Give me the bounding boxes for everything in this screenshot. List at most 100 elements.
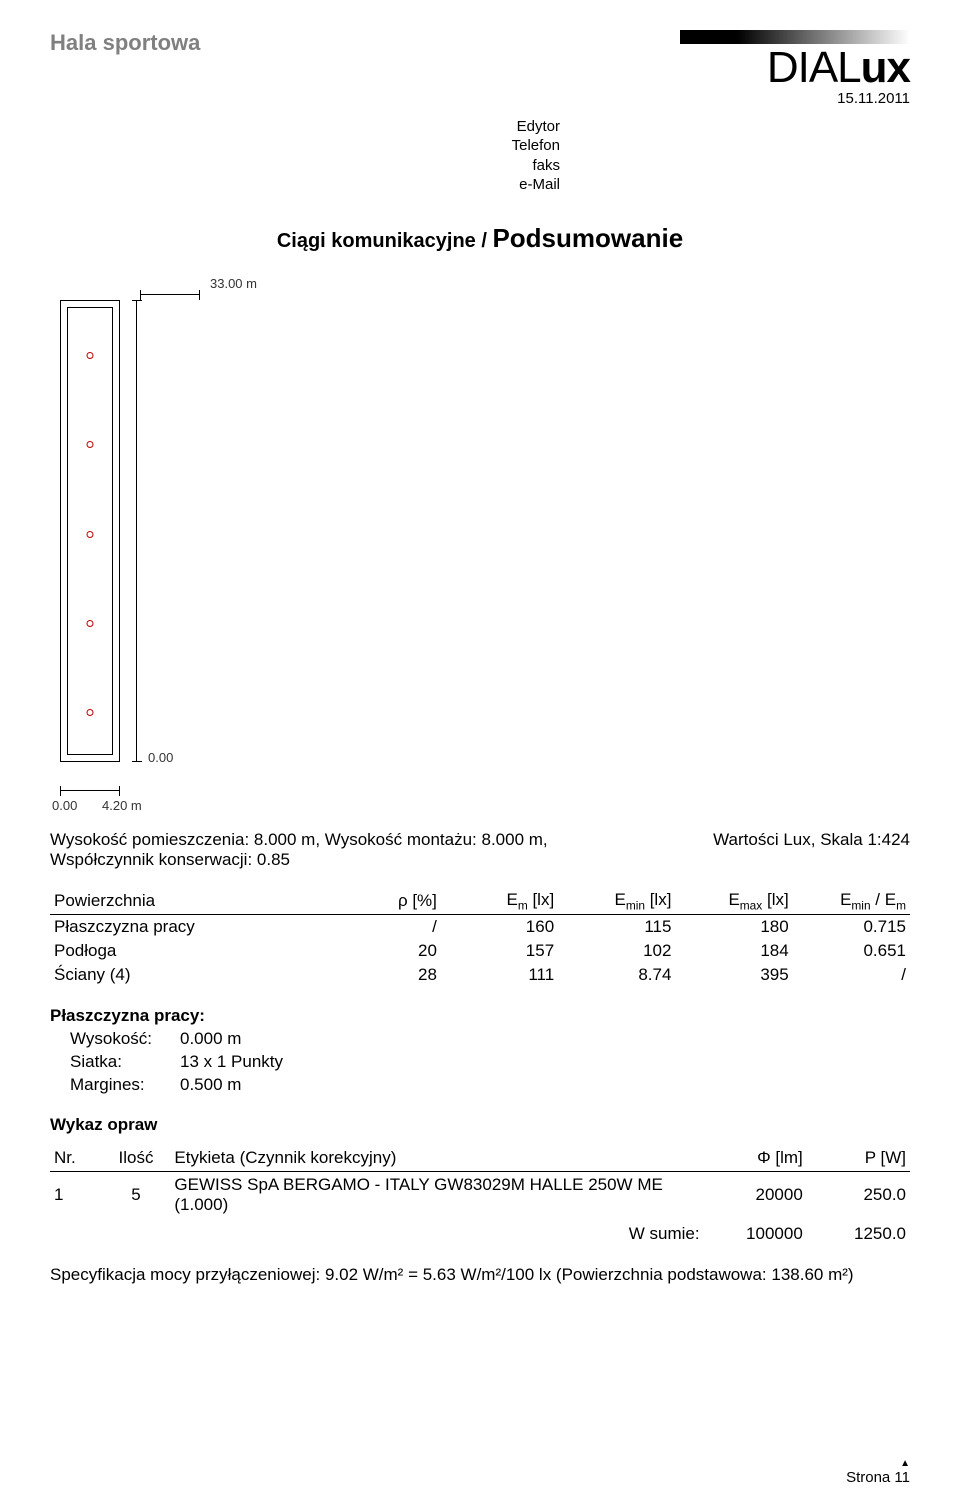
height-label: Wysokość pomieszczenia: bbox=[50, 830, 254, 849]
dim-bottom-line bbox=[60, 790, 120, 791]
height-value: 8.000 m, bbox=[254, 830, 325, 849]
triangle-icon: ▲ bbox=[846, 1458, 910, 1469]
th-nr: Nr. bbox=[50, 1145, 102, 1172]
page-number: Strona 11 bbox=[846, 1469, 910, 1486]
sum-power: 1250.0 bbox=[807, 1218, 910, 1247]
luminaire-table: Nr. Ilość Etykieta (Czynnik korekcyjny) … bbox=[50, 1145, 910, 1247]
project-title: Hala sportowa bbox=[50, 30, 200, 56]
cell-rho: / bbox=[324, 914, 441, 939]
header-right: DIALux 15.11.2011 bbox=[680, 30, 910, 107]
dim-bottom-left-label: 0.00 bbox=[52, 798, 77, 813]
cell-name: Płaszczyzna pracy bbox=[50, 914, 324, 939]
workplane-row: Siatka:13 x 1 Punkty bbox=[50, 1051, 910, 1074]
dim-bottom-right-label: 4.20 m bbox=[102, 798, 142, 813]
logo: DIALux bbox=[767, 48, 910, 88]
lum-sum-row: W sumie:1000001250.0 bbox=[50, 1218, 910, 1247]
workplane-value: 13 x 1 Punkty bbox=[180, 1051, 283, 1074]
logo-bold: ux bbox=[861, 43, 910, 92]
section-title-part1: Ciągi komunikacyjne / bbox=[277, 230, 493, 252]
table-row: Ściany (4)281118.74395/ bbox=[50, 963, 910, 987]
meta-email: e-Mail bbox=[500, 175, 560, 195]
maint-label: Współczynnik konserwacji: bbox=[50, 850, 257, 869]
gradient-bar bbox=[680, 30, 910, 44]
diagram: 33.00 m 33.00 m 0.00 0.00 4.20 m bbox=[60, 282, 910, 822]
luminaire-icon bbox=[87, 441, 94, 448]
workplane-block: Płaszczyzna pracy: Wysokość:0.000 mSiatk… bbox=[50, 1005, 910, 1097]
cell-emax: 184 bbox=[675, 939, 792, 963]
dim-top-label: 33.00 m bbox=[210, 276, 257, 291]
date: 15.11.2011 bbox=[837, 90, 910, 107]
sum-flux: 100000 bbox=[704, 1218, 807, 1247]
th-emax: Emax [lx] bbox=[675, 888, 792, 915]
section-title-part2: Podsumowanie bbox=[492, 223, 683, 253]
th-em: Em [lx] bbox=[441, 888, 558, 915]
th-ratio: Emin / Em bbox=[793, 888, 910, 915]
th-emin: Emin [lx] bbox=[558, 888, 675, 915]
lum-row: 15GEWISS SpA BERGAMO - ITALY GW83029M HA… bbox=[50, 1171, 910, 1218]
th-rho: ρ [%] bbox=[324, 888, 441, 915]
th-qty: Ilość bbox=[102, 1145, 171, 1172]
footer: ▲ Strona 11 bbox=[846, 1458, 910, 1486]
mount-label: Wysokość montażu: bbox=[325, 830, 482, 849]
meta-faks: faks bbox=[500, 156, 560, 176]
workplane-label: Wysokość: bbox=[50, 1028, 180, 1051]
luminaire-icon bbox=[87, 531, 94, 538]
meta-edytor: Edytor bbox=[500, 117, 560, 137]
room-inner bbox=[67, 307, 113, 755]
meta-telefon: Telefon bbox=[500, 136, 560, 156]
th-desc: Etykieta (Czynnik korekcyjny) bbox=[170, 1145, 703, 1172]
section-title: Ciągi komunikacyjne / Podsumowanie bbox=[50, 223, 910, 254]
cell-em: 111 bbox=[441, 963, 558, 987]
spec-line: Specyfikacja mocy przyłączeniowej: 9.02 … bbox=[50, 1265, 910, 1285]
cell-emin: 115 bbox=[558, 914, 675, 939]
workplane-value: 0.000 m bbox=[180, 1028, 241, 1051]
cell-emax: 395 bbox=[675, 963, 792, 987]
cell-em: 157 bbox=[441, 939, 558, 963]
cell-emax: 180 bbox=[675, 914, 792, 939]
lumlist-header: Wykaz opraw bbox=[50, 1115, 910, 1135]
logo-light: DIAL bbox=[767, 43, 861, 92]
luminaire-icon bbox=[87, 620, 94, 627]
workplane-label: Margines: bbox=[50, 1074, 180, 1097]
scale-label: Wartości Lux, Skala 1:424 bbox=[713, 830, 910, 870]
th-flux: Φ [lm] bbox=[704, 1145, 807, 1172]
cell-desc: GEWISS SpA BERGAMO - ITALY GW83029M HALL… bbox=[170, 1171, 703, 1218]
workplane-value: 0.500 m bbox=[180, 1074, 241, 1097]
workplane-row: Margines:0.500 m bbox=[50, 1074, 910, 1097]
table-header-row: Powierzchnia ρ [%] Em [lx] Emin [lx] Ema… bbox=[50, 888, 910, 915]
dim-top-tick bbox=[140, 294, 200, 295]
lumtable-header-row: Nr. Ilość Etykieta (Czynnik korekcyjny) … bbox=[50, 1145, 910, 1172]
cell-qty: 5 bbox=[102, 1171, 171, 1218]
cell-emin: 102 bbox=[558, 939, 675, 963]
origin-label: 0.00 bbox=[148, 750, 173, 765]
meta-labels: Edytor Telefon faks e-Mail bbox=[500, 117, 560, 195]
cell-emin: 8.74 bbox=[558, 963, 675, 987]
cell-rho: 20 bbox=[324, 939, 441, 963]
cell-ratio: 0.651 bbox=[793, 939, 910, 963]
cell-em: 160 bbox=[441, 914, 558, 939]
workplane-label: Siatka: bbox=[50, 1051, 180, 1074]
table-row: Płaszczyzna pracy/1601151800.715 bbox=[50, 914, 910, 939]
workplane-row: Wysokość:0.000 m bbox=[50, 1028, 910, 1051]
cell-flux: 20000 bbox=[704, 1171, 807, 1218]
cell-name: Ściany (4) bbox=[50, 963, 324, 987]
th-surface: Powierzchnia bbox=[50, 888, 324, 915]
cell-ratio: 0.715 bbox=[793, 914, 910, 939]
maint-value: 0.85 bbox=[257, 850, 290, 869]
cell-ratio: / bbox=[793, 963, 910, 987]
info-left: Wysokość pomieszczenia: 8.000 m, Wysokoś… bbox=[50, 830, 548, 870]
luminaire-icon bbox=[87, 709, 94, 716]
mount-value: 8.000 m, bbox=[481, 830, 547, 849]
luminaire-icon bbox=[87, 352, 94, 359]
info-row: Wysokość pomieszczenia: 8.000 m, Wysokoś… bbox=[50, 830, 910, 870]
cell-power: 250.0 bbox=[807, 1171, 910, 1218]
sum-label: W sumie: bbox=[170, 1218, 703, 1247]
dim-right-line bbox=[136, 300, 137, 762]
table-row: Podłoga201571021840.651 bbox=[50, 939, 910, 963]
th-power: P [W] bbox=[807, 1145, 910, 1172]
workplane-header: Płaszczyzna pracy: bbox=[50, 1005, 910, 1028]
cell-name: Podłoga bbox=[50, 939, 324, 963]
room-outer bbox=[60, 300, 120, 762]
cell-rho: 28 bbox=[324, 963, 441, 987]
results-table: Powierzchnia ρ [%] Em [lx] Emin [lx] Ema… bbox=[50, 888, 910, 987]
